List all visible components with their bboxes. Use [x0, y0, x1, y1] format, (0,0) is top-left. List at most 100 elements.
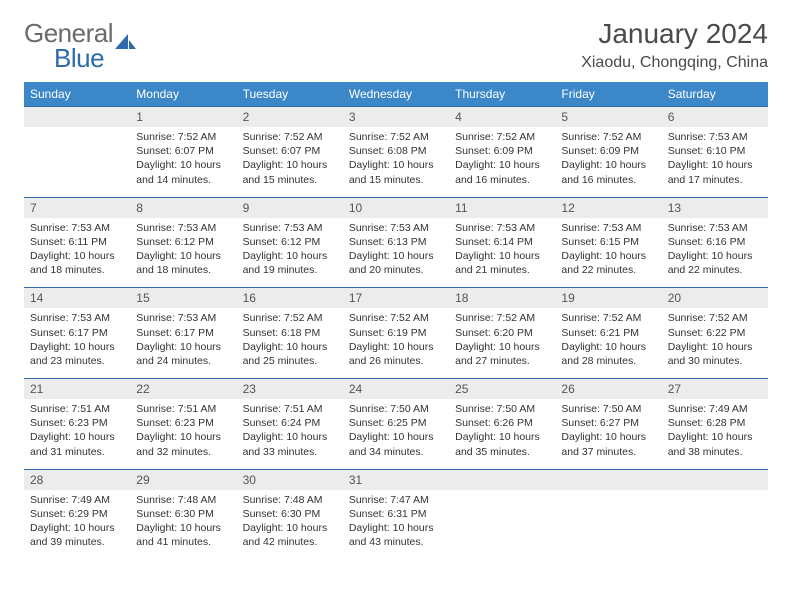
daylight-line: Daylight: 10 hours and 16 minutes.: [561, 158, 655, 186]
sunset-line: Sunset: 6:10 PM: [668, 144, 762, 158]
empty-day: [662, 518, 768, 531]
empty-day: [24, 155, 130, 168]
day-details: Sunrise: 7:53 AMSunset: 6:17 PMDaylight:…: [130, 308, 236, 378]
sunset-line: Sunset: 6:20 PM: [455, 326, 549, 340]
location-text: Xiaodu, Chongqing, China: [581, 54, 768, 72]
daylight-line: Daylight: 10 hours and 16 minutes.: [455, 158, 549, 186]
week-content-row: Sunrise: 7:53 AMSunset: 6:11 PMDaylight:…: [24, 218, 768, 288]
sunset-line: Sunset: 6:08 PM: [349, 144, 443, 158]
daylight-line: Daylight: 10 hours and 34 minutes.: [349, 430, 443, 458]
daylight-line: Daylight: 10 hours and 32 minutes.: [136, 430, 230, 458]
weekday-header: Tuesday: [237, 82, 343, 107]
daylight-line: Daylight: 10 hours and 30 minutes.: [668, 340, 762, 368]
sunset-line: Sunset: 6:09 PM: [561, 144, 655, 158]
sunrise-line: Sunrise: 7:53 AM: [243, 221, 337, 235]
sunset-line: Sunset: 6:17 PM: [136, 326, 230, 340]
week-content-row: Sunrise: 7:52 AMSunset: 6:07 PMDaylight:…: [24, 127, 768, 197]
weekday-header: Monday: [130, 82, 236, 107]
daylight-line: Daylight: 10 hours and 18 minutes.: [136, 249, 230, 277]
sunrise-line: Sunrise: 7:53 AM: [561, 221, 655, 235]
day-number: 28: [24, 470, 130, 490]
day-details: Sunrise: 7:52 AMSunset: 6:20 PMDaylight:…: [449, 308, 555, 378]
weekday-header-row: SundayMondayTuesdayWednesdayThursdayFrid…: [24, 82, 768, 107]
sunrise-line: Sunrise: 7:53 AM: [668, 130, 762, 144]
daylight-line: Daylight: 10 hours and 39 minutes.: [30, 521, 124, 549]
sunrise-line: Sunrise: 7:52 AM: [136, 130, 230, 144]
page-header: GeneralBlue January 2024 Xiaodu, Chongqi…: [24, 18, 768, 74]
day-number: 7: [24, 198, 130, 218]
sunrise-line: Sunrise: 7:48 AM: [243, 493, 337, 507]
sunrise-line: Sunrise: 7:52 AM: [561, 311, 655, 325]
day-number: 27: [662, 379, 768, 399]
day-details: Sunrise: 7:53 AMSunset: 6:17 PMDaylight:…: [24, 308, 130, 378]
daylight-line: Daylight: 10 hours and 35 minutes.: [455, 430, 549, 458]
empty-day-number: [24, 107, 130, 127]
sunset-line: Sunset: 6:12 PM: [136, 235, 230, 249]
daylight-line: Daylight: 10 hours and 22 minutes.: [561, 249, 655, 277]
day-number: 13: [662, 198, 768, 218]
day-details: Sunrise: 7:53 AMSunset: 6:15 PMDaylight:…: [555, 218, 661, 288]
sunset-line: Sunset: 6:18 PM: [243, 326, 337, 340]
day-number: 6: [662, 107, 768, 127]
daylight-line: Daylight: 10 hours and 19 minutes.: [243, 249, 337, 277]
logo: GeneralBlue: [24, 18, 137, 74]
weekday-header: Friday: [555, 82, 661, 107]
sunset-line: Sunset: 6:07 PM: [136, 144, 230, 158]
sunrise-line: Sunrise: 7:49 AM: [668, 402, 762, 416]
day-number: 14: [24, 288, 130, 308]
daylight-line: Daylight: 10 hours and 37 minutes.: [561, 430, 655, 458]
sunset-line: Sunset: 6:15 PM: [561, 235, 655, 249]
day-details: Sunrise: 7:52 AMSunset: 6:07 PMDaylight:…: [237, 127, 343, 197]
day-details: Sunrise: 7:52 AMSunset: 6:18 PMDaylight:…: [237, 308, 343, 378]
day-details: Sunrise: 7:52 AMSunset: 6:07 PMDaylight:…: [130, 127, 236, 197]
day-number: 1: [130, 107, 236, 127]
day-number: 24: [343, 379, 449, 399]
day-number: 10: [343, 198, 449, 218]
day-number: 19: [555, 288, 661, 308]
sunrise-line: Sunrise: 7:51 AM: [136, 402, 230, 416]
sunset-line: Sunset: 6:11 PM: [30, 235, 124, 249]
day-number: 21: [24, 379, 130, 399]
day-number: 22: [130, 379, 236, 399]
sunset-line: Sunset: 6:27 PM: [561, 416, 655, 430]
day-details: Sunrise: 7:50 AMSunset: 6:27 PMDaylight:…: [555, 399, 661, 469]
sunrise-line: Sunrise: 7:50 AM: [349, 402, 443, 416]
day-number: 23: [237, 379, 343, 399]
sunset-line: Sunset: 6:16 PM: [668, 235, 762, 249]
sunset-line: Sunset: 6:31 PM: [349, 507, 443, 521]
empty-day: [555, 518, 661, 531]
daylight-line: Daylight: 10 hours and 20 minutes.: [349, 249, 443, 277]
sunrise-line: Sunrise: 7:52 AM: [349, 130, 443, 144]
day-details: Sunrise: 7:49 AMSunset: 6:29 PMDaylight:…: [24, 490, 130, 560]
daylight-line: Daylight: 10 hours and 15 minutes.: [243, 158, 337, 186]
week-daynum-row: 78910111213: [24, 197, 768, 218]
sunrise-line: Sunrise: 7:52 AM: [561, 130, 655, 144]
daylight-line: Daylight: 10 hours and 41 minutes.: [136, 521, 230, 549]
day-details: Sunrise: 7:52 AMSunset: 6:21 PMDaylight:…: [555, 308, 661, 378]
daylight-line: Daylight: 10 hours and 15 minutes.: [349, 158, 443, 186]
day-details: Sunrise: 7:52 AMSunset: 6:08 PMDaylight:…: [343, 127, 449, 197]
day-details: Sunrise: 7:51 AMSunset: 6:23 PMDaylight:…: [130, 399, 236, 469]
sunrise-line: Sunrise: 7:53 AM: [136, 221, 230, 235]
sunset-line: Sunset: 6:13 PM: [349, 235, 443, 249]
day-details: Sunrise: 7:53 AMSunset: 6:11 PMDaylight:…: [24, 218, 130, 288]
sunrise-line: Sunrise: 7:50 AM: [561, 402, 655, 416]
day-number: 20: [662, 288, 768, 308]
sunrise-line: Sunrise: 7:47 AM: [349, 493, 443, 507]
day-number: 11: [449, 198, 555, 218]
sunrise-line: Sunrise: 7:53 AM: [30, 311, 124, 325]
sunset-line: Sunset: 6:17 PM: [30, 326, 124, 340]
sunrise-line: Sunrise: 7:49 AM: [30, 493, 124, 507]
sunset-line: Sunset: 6:09 PM: [455, 144, 549, 158]
day-details: Sunrise: 7:52 AMSunset: 6:09 PMDaylight:…: [449, 127, 555, 197]
daylight-line: Daylight: 10 hours and 24 minutes.: [136, 340, 230, 368]
day-number: 18: [449, 288, 555, 308]
day-number: 30: [237, 470, 343, 490]
day-number: 16: [237, 288, 343, 308]
sunrise-line: Sunrise: 7:53 AM: [30, 221, 124, 235]
sunset-line: Sunset: 6:19 PM: [349, 326, 443, 340]
sunrise-line: Sunrise: 7:48 AM: [136, 493, 230, 507]
day-number: 5: [555, 107, 661, 127]
sunrise-line: Sunrise: 7:51 AM: [243, 402, 337, 416]
daylight-line: Daylight: 10 hours and 23 minutes.: [30, 340, 124, 368]
